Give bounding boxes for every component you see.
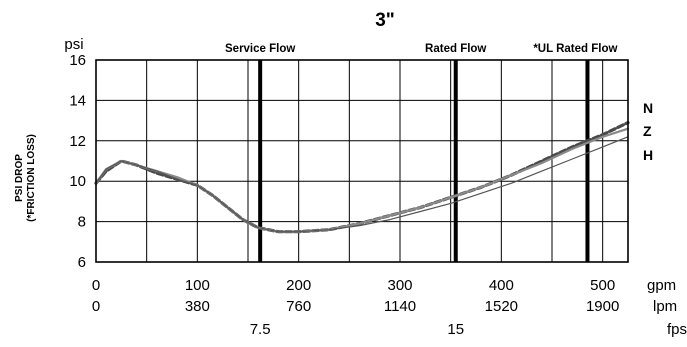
x-tick-gpm: 0: [92, 277, 100, 294]
x-tick-fps: 7.5: [250, 321, 271, 338]
x-unit-lpm: lpm: [653, 298, 677, 315]
x-tick-fps: 15: [447, 321, 464, 338]
y-axis-label-line1: PSI DROP: [14, 154, 25, 202]
y-tick-label: 12: [69, 133, 86, 150]
x-tick-lpm: 380: [185, 298, 210, 315]
x-tick-gpm: 500: [590, 277, 615, 294]
x-tick-gpm: 400: [489, 277, 514, 294]
series-lines: [94, 121, 630, 234]
x-tick-lpm: 760: [286, 298, 311, 315]
series-label-n: N: [643, 100, 653, 116]
y-tick-label: 10: [69, 173, 86, 190]
x-tick-lpm: 1140: [384, 298, 416, 315]
series-label-h: H: [643, 147, 653, 163]
x-tick-gpm: 100: [185, 277, 210, 294]
x-tick-gpm: 300: [387, 277, 412, 294]
y-tick-label: 16: [69, 52, 86, 69]
flow-marker-label: Rated Flow: [425, 43, 486, 55]
series-line-h: [95, 136, 629, 233]
x-tick-lpm: 0: [92, 298, 100, 315]
y-axis-unit: psi: [64, 36, 83, 53]
x-tick-lpm: 1900: [586, 298, 619, 315]
y-tick-label: 14: [69, 92, 86, 109]
y-axis-label: PSI DROP (*FRICTION LOSS): [14, 134, 37, 222]
chart-labels: Service Flow Rated Flow *UL Rated Flow NZH 6…: [69, 43, 687, 338]
y-tick-label: 8: [78, 214, 86, 231]
chart-title: 3": [375, 10, 395, 31]
y-tick-label: 6: [78, 254, 86, 271]
plot-frame: [95, 59, 629, 263]
series-label-z: Z: [643, 123, 652, 139]
y-axis-label-line2: (*FRICTION LOSS): [26, 134, 37, 222]
x-tick-gpm: 200: [286, 277, 311, 294]
flow-marker-label: *UL Rated Flow: [533, 43, 617, 55]
x-tick-lpm: 1520: [485, 298, 518, 315]
x-unit-gpm: gpm: [647, 277, 676, 294]
x-unit-fps: fps: [667, 321, 687, 338]
flow-marker-label: Service Flow: [225, 43, 295, 55]
